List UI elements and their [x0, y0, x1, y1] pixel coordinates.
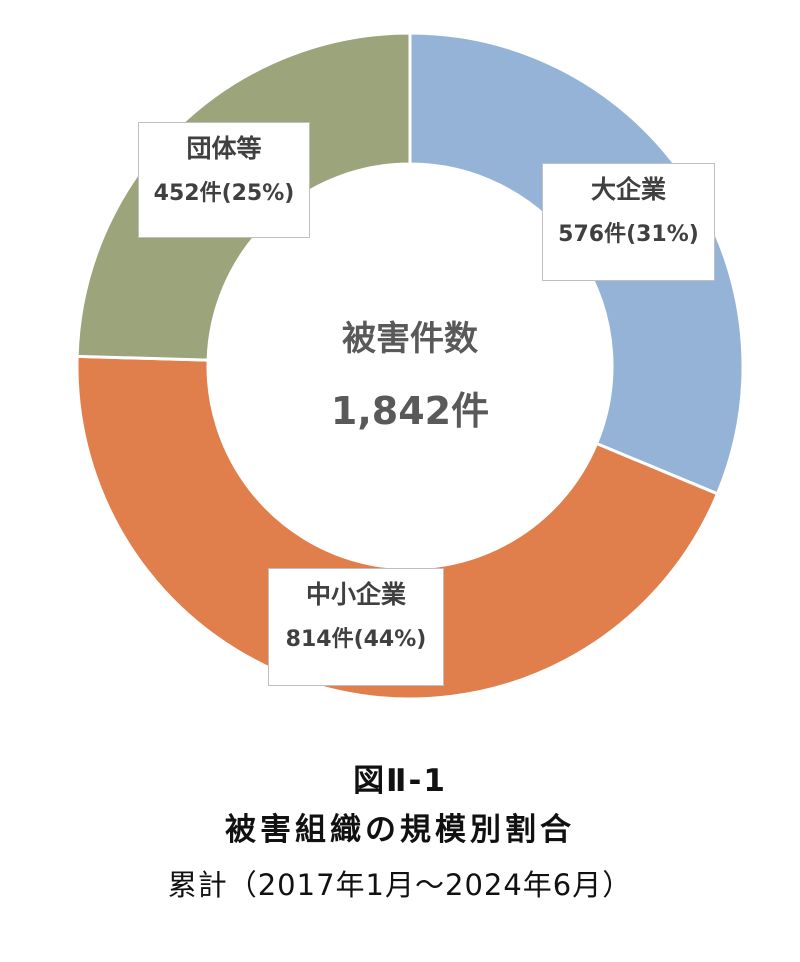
donut-slice-1	[75, 354, 720, 701]
center-label-total: 1,842件	[331, 389, 489, 433]
data-label-daikigyo: 大企業 576件(31%)	[542, 163, 715, 281]
data-label-category: 中小企業	[305, 580, 406, 609]
data-label-category: 団体等	[186, 134, 262, 163]
donut-slice-0	[408, 31, 745, 496]
figure-title: 被害組織の規模別割合	[225, 812, 575, 848]
data-label-value: 452件(25%)	[153, 181, 295, 206]
data-label-value: 814件(44%)	[285, 627, 427, 652]
center-label-title: 被害件数	[342, 319, 478, 359]
data-label-chusho: 中小企業 814件(44%)	[268, 568, 444, 686]
figure-period: 累計（2017年1月～2024年6月）	[167, 868, 633, 902]
data-label-dantai: 団体等 452件(25%)	[138, 122, 310, 238]
figure-number: 図Ⅱ-1	[353, 763, 447, 799]
data-label-value: 576件(31%)	[558, 222, 699, 247]
data-label-category: 大企業	[590, 175, 666, 204]
